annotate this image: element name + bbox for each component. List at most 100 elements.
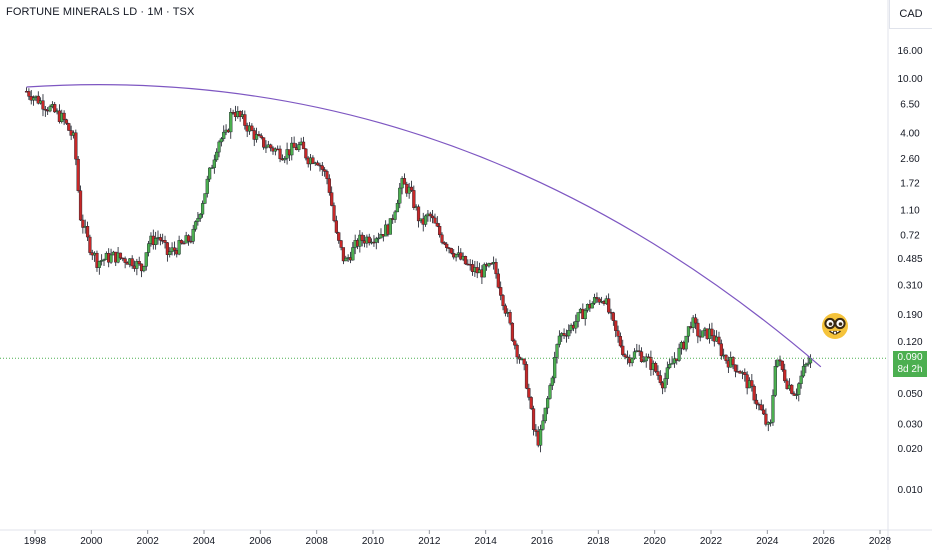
candle-body xyxy=(710,328,714,336)
candle-body xyxy=(374,238,378,243)
candle-body xyxy=(665,367,669,379)
currency-label[interactable]: CAD xyxy=(889,0,932,29)
candle-body xyxy=(621,345,625,355)
candle-body xyxy=(677,347,681,361)
candle-body xyxy=(449,248,453,254)
candle-body xyxy=(398,187,402,204)
price-axis[interactable]: 0.010 0.020 0.030 0.050 0.120 0.190 0.310 0.485… xyxy=(897,46,922,496)
candle-body xyxy=(219,138,223,143)
candle-body xyxy=(750,380,754,387)
candle-body xyxy=(360,234,364,241)
candle-body xyxy=(172,247,177,251)
candle-body xyxy=(567,330,571,337)
candle-body xyxy=(686,326,691,337)
candle-body xyxy=(463,255,468,265)
candle-body xyxy=(135,261,139,269)
candle-body xyxy=(100,260,104,262)
symbol-title[interactable]: FORTUNE MINERALS LD · 1M · TSX xyxy=(6,6,195,18)
candle-body xyxy=(67,123,71,131)
candle-body xyxy=(203,193,207,204)
candle-body xyxy=(719,343,723,357)
candle-body xyxy=(731,357,735,366)
candle-body xyxy=(527,388,531,398)
candle-body xyxy=(158,237,162,241)
candle-body xyxy=(142,266,146,272)
candle-body xyxy=(555,344,559,358)
candle-body xyxy=(191,228,195,242)
candle-body xyxy=(332,205,336,221)
time-tick-label: 2014 xyxy=(475,536,498,547)
candle-body xyxy=(334,220,338,233)
candle-body xyxy=(658,375,662,384)
candle-body xyxy=(583,310,587,320)
time-tick-label: 2016 xyxy=(531,536,554,547)
price-tick-label: 0.485 xyxy=(897,254,922,265)
candle-body xyxy=(48,106,52,112)
candle-body xyxy=(534,429,538,432)
candle-body xyxy=(501,295,505,307)
candle-body xyxy=(416,206,421,222)
candle-body xyxy=(496,273,500,288)
candle-body xyxy=(217,141,221,153)
candle-body xyxy=(597,298,601,303)
candle-body xyxy=(130,258,134,267)
candle-body xyxy=(778,359,782,362)
time-tick-label: 2022 xyxy=(700,536,723,547)
candle-body xyxy=(53,104,57,113)
price-tick-label: 0.190 xyxy=(897,310,922,321)
candle-body xyxy=(254,134,259,140)
candles xyxy=(24,87,813,453)
candle-body xyxy=(508,312,512,324)
candle-body xyxy=(799,375,803,384)
candle-body xyxy=(189,240,193,243)
candle-body xyxy=(330,192,334,206)
time-axis[interactable]: 1998 2000 2002 2004 2006 2008 2010 2012 2014 2016… xyxy=(24,530,892,547)
price-tick-label: 0.050 xyxy=(897,389,922,400)
candle-body xyxy=(85,226,90,238)
candle-body xyxy=(200,203,205,215)
candle-body xyxy=(304,148,308,159)
candle-body xyxy=(31,97,36,101)
candle-body xyxy=(693,317,698,324)
candle-body xyxy=(717,336,721,344)
candle-body xyxy=(797,383,801,395)
trend-line[interactable] xyxy=(26,84,822,368)
candle-body xyxy=(618,335,622,347)
candle-body xyxy=(541,420,545,430)
candle-body xyxy=(320,165,324,170)
candle-body xyxy=(81,219,85,228)
time-tick-label: 2006 xyxy=(249,536,272,547)
candle-body xyxy=(250,125,254,131)
candle-body xyxy=(607,298,611,313)
candle-body xyxy=(684,335,688,350)
candle-body xyxy=(147,243,151,253)
price-tick-label: 0.120 xyxy=(897,337,922,348)
candle-body xyxy=(64,119,69,124)
candle-body xyxy=(264,146,268,149)
candle-body xyxy=(482,264,486,278)
candle-body xyxy=(794,394,799,396)
candle-body xyxy=(208,167,212,180)
candle-body xyxy=(773,366,777,396)
candle-body xyxy=(553,357,557,379)
candle-body xyxy=(205,178,209,194)
time-tick-label: 2002 xyxy=(137,536,160,547)
candle-body xyxy=(771,395,775,423)
candle-body xyxy=(165,242,169,255)
candle-body xyxy=(283,158,287,161)
candle-body xyxy=(395,203,400,213)
candle-body xyxy=(776,359,780,367)
candle-body xyxy=(76,158,80,191)
candle-body xyxy=(783,369,787,382)
time-tick-label: 2018 xyxy=(587,536,610,547)
candle-body xyxy=(632,351,637,359)
price-tick-label: 10.00 xyxy=(897,74,922,85)
candle-body xyxy=(27,91,31,97)
candle-body xyxy=(543,407,547,422)
candle-body xyxy=(97,261,101,268)
candle-body xyxy=(623,354,627,358)
time-tick-label: 2012 xyxy=(418,536,441,547)
candle-body xyxy=(639,351,644,362)
candle-body xyxy=(311,157,315,164)
